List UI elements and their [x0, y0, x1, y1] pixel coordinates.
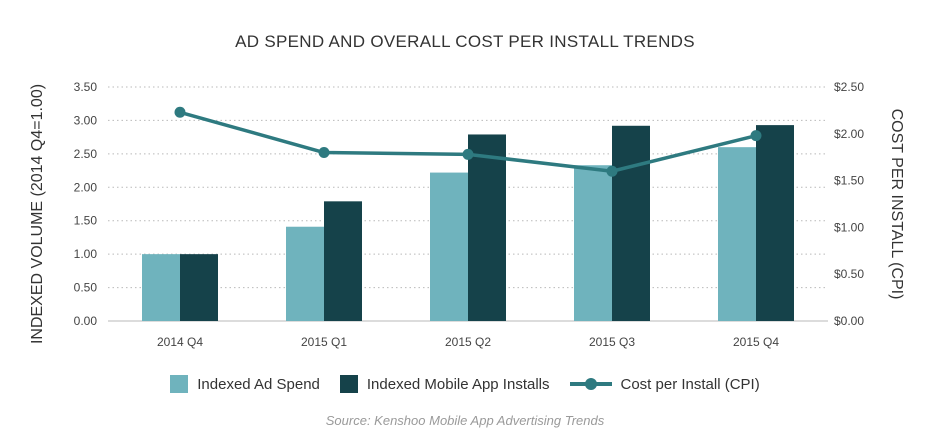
legend-line-swatch: [569, 375, 612, 393]
x-tick-label: 2014 Q4: [157, 335, 203, 349]
y-tick-label: 3.50: [74, 80, 98, 94]
source-note: Source: Kenshoo Mobile App Advertising T…: [325, 413, 605, 428]
bar: [574, 165, 612, 321]
legend-swatch: [339, 375, 358, 393]
y-tick-label: 2.00: [74, 180, 98, 194]
legend-label: Cost per Install (CPI): [620, 375, 760, 393]
cpi-point: [462, 148, 474, 160]
legend-label: Indexed Ad Spend: [197, 375, 320, 393]
y-tick-label: 0.00: [74, 314, 98, 328]
legend: Indexed Ad Spend Indexed Mobile App Insta…: [0, 375, 930, 393]
legend-label: Indexed Mobile App Installs: [366, 375, 550, 393]
bar: [718, 147, 756, 321]
cpi-point: [750, 130, 762, 142]
y-right-tick-label: $0.50: [834, 267, 864, 281]
x-tick-label: 2015 Q1: [301, 335, 347, 349]
x-tick-label: 2015 Q4: [733, 335, 779, 349]
y-right-tick-label: $0.00: [834, 314, 864, 328]
bar: [180, 254, 218, 321]
y-tick-label: 1.00: [74, 247, 98, 261]
y-right-tick-label: $1.00: [834, 220, 864, 234]
y-right-tick-label: $2.00: [834, 127, 864, 141]
bar: [286, 226, 324, 321]
legend-item: Indexed Ad Spend: [170, 375, 320, 393]
legend-item: Cost per Install (CPI): [569, 375, 760, 393]
bar: [430, 172, 468, 321]
y-tick-label: 1.50: [74, 214, 98, 228]
y-right-axis-title: COST PER INSTALL (CPI): [888, 109, 905, 300]
y-tick-label: 0.50: [74, 281, 98, 295]
cpi-point: [174, 106, 186, 118]
y-right-tick-label: $2.50: [834, 80, 864, 94]
cpi-point: [318, 147, 330, 159]
legend-swatch: [170, 375, 189, 393]
legend-item: Indexed Mobile App Installs: [339, 375, 550, 393]
bar: [756, 125, 794, 321]
chart-title: AD SPEND AND OVERALL COST PER INSTALL TR…: [235, 32, 695, 51]
bar: [324, 201, 362, 321]
cpi-point: [606, 165, 618, 177]
x-tick-label: 2015 Q3: [589, 335, 635, 349]
y-axis-title: INDEXED VOLUME (2014 Q4=1.00): [29, 84, 46, 344]
y-tick-label: 3.00: [74, 113, 98, 127]
y-right-tick-label: $1.50: [834, 174, 864, 188]
y-tick-label: 2.50: [74, 147, 98, 161]
bar: [612, 125, 650, 321]
x-tick-label: 2015 Q2: [445, 335, 491, 349]
bar: [142, 254, 180, 321]
bar: [468, 134, 506, 321]
